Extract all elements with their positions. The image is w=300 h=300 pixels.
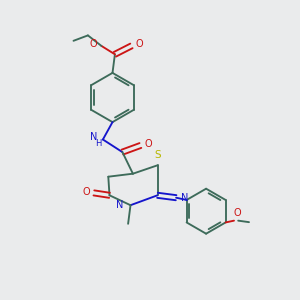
Text: N: N bbox=[116, 200, 124, 210]
Text: N: N bbox=[181, 193, 188, 203]
Text: H: H bbox=[95, 139, 102, 148]
Text: O: O bbox=[90, 39, 98, 50]
Text: O: O bbox=[234, 208, 242, 218]
Text: O: O bbox=[82, 187, 90, 197]
Text: S: S bbox=[155, 150, 161, 160]
Text: O: O bbox=[135, 39, 143, 50]
Text: O: O bbox=[144, 139, 152, 149]
Text: N: N bbox=[90, 132, 98, 142]
